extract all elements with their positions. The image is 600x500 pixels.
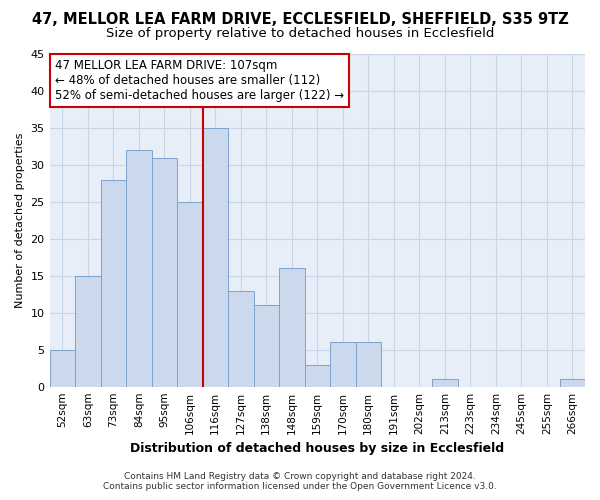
Bar	[432, 380, 458, 386]
Bar	[203, 128, 228, 386]
Bar	[152, 158, 177, 386]
Text: Size of property relative to detached houses in Ecclesfield: Size of property relative to detached ho…	[106, 28, 494, 40]
Bar	[50, 350, 75, 387]
Bar	[560, 380, 585, 386]
X-axis label: Distribution of detached houses by size in Ecclesfield: Distribution of detached houses by size …	[130, 442, 505, 455]
Bar	[279, 268, 305, 386]
Bar	[75, 276, 101, 386]
Bar	[228, 290, 254, 386]
Bar	[126, 150, 152, 386]
Bar	[101, 180, 126, 386]
Text: 47, MELLOR LEA FARM DRIVE, ECCLESFIELD, SHEFFIELD, S35 9TZ: 47, MELLOR LEA FARM DRIVE, ECCLESFIELD, …	[32, 12, 568, 28]
Bar	[305, 364, 330, 386]
Text: Contains HM Land Registry data © Crown copyright and database right 2024.
Contai: Contains HM Land Registry data © Crown c…	[103, 472, 497, 491]
Text: 47 MELLOR LEA FARM DRIVE: 107sqm
← 48% of detached houses are smaller (112)
52% : 47 MELLOR LEA FARM DRIVE: 107sqm ← 48% o…	[55, 59, 344, 102]
Bar	[356, 342, 381, 386]
Bar	[254, 306, 279, 386]
Y-axis label: Number of detached properties: Number of detached properties	[15, 132, 25, 308]
Bar	[177, 202, 203, 386]
Bar	[330, 342, 356, 386]
